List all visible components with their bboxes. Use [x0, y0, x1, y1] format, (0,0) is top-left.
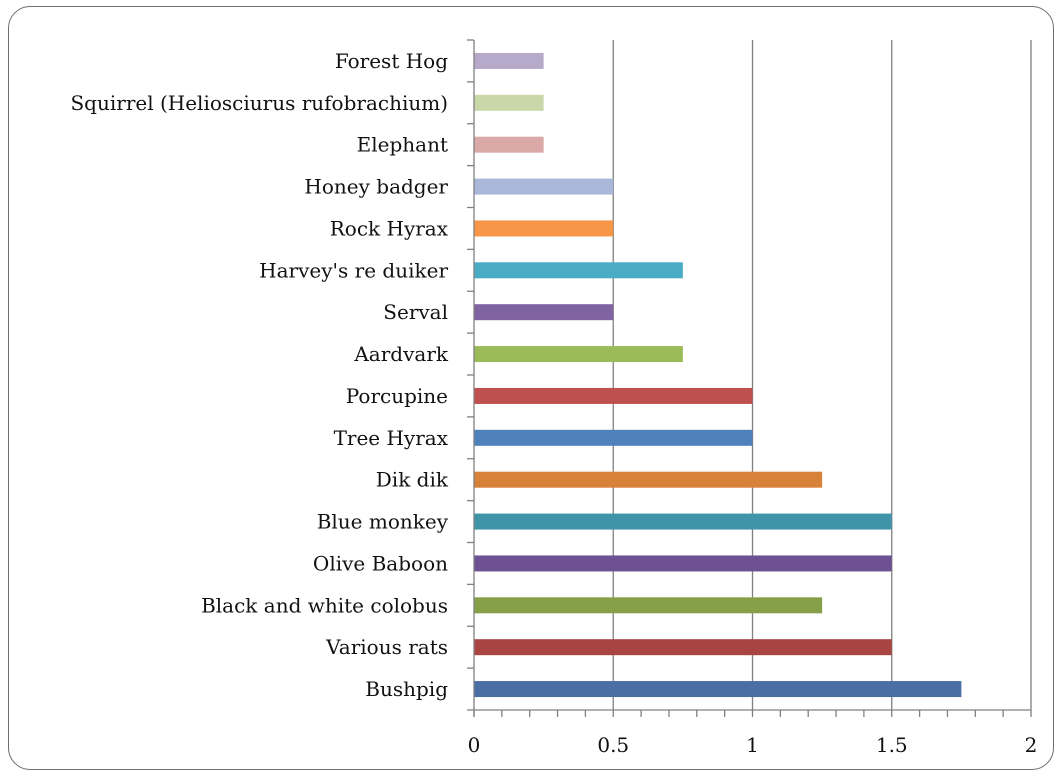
bar	[474, 471, 823, 488]
category-label: Serval	[383, 300, 448, 324]
bar	[474, 639, 892, 656]
bar	[474, 178, 614, 195]
bar	[474, 220, 614, 237]
x-tick-label: 2	[1025, 733, 1038, 757]
x-tick-label: 1	[746, 733, 759, 757]
bar	[474, 52, 544, 69]
category-label: Various rats	[325, 635, 448, 659]
category-label: Porcupine	[346, 384, 448, 408]
bar	[474, 513, 892, 530]
category-label: Honey badger	[304, 175, 448, 199]
x-tick-label: 0	[468, 733, 481, 757]
bar	[474, 262, 683, 279]
bar	[474, 387, 753, 404]
bar-layer	[474, 52, 962, 698]
category-label: Harvey's re duiker	[259, 258, 448, 282]
category-label: Aardvark	[353, 342, 449, 366]
axis-layer	[467, 39, 1032, 717]
x-tick-label: 0.5	[597, 733, 629, 757]
category-label: Tree Hyrax	[334, 426, 449, 450]
category-label: Dik dik	[376, 468, 449, 492]
category-label: Olive Baboon	[313, 551, 448, 575]
bar	[474, 346, 683, 363]
category-label: Blue monkey	[317, 510, 449, 534]
category-label: Squirrel (Heliosciurus rufobrachium)	[70, 91, 448, 115]
label-layer: 0 0.5 1 1.5 2 Bushpig Various rats Black and wh…	[70, 49, 1037, 757]
bar	[474, 681, 962, 698]
bar	[474, 429, 753, 446]
category-label: Black and white colobus	[201, 593, 448, 617]
category-label: Rock Hyrax	[330, 216, 449, 240]
bar	[474, 136, 544, 153]
bar	[474, 597, 823, 614]
bar	[474, 555, 892, 572]
bar	[474, 94, 544, 111]
bar	[474, 304, 614, 321]
x-tick-label: 1.5	[876, 733, 908, 757]
category-label: Bushpig	[365, 677, 448, 701]
category-label: Elephant	[357, 133, 448, 157]
category-label: Forest Hog	[335, 49, 448, 73]
